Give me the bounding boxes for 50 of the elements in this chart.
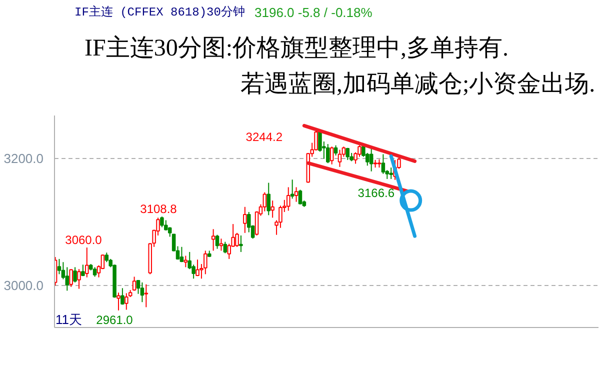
annotation: 11天 <box>56 312 82 327</box>
annotation: 3108.8 <box>140 202 178 216</box>
candlestick <box>211 228 216 252</box>
y-tick-label: 3200.0 <box>4 151 44 166</box>
candlestick <box>223 241 228 254</box>
candlestick <box>180 246 184 263</box>
candlestick <box>346 147 350 160</box>
candlestick <box>389 167 393 180</box>
candlestick <box>369 146 374 172</box>
candlestick <box>215 234 220 250</box>
candlestick <box>204 250 208 275</box>
candlestick <box>330 146 334 165</box>
candlestick <box>239 234 243 252</box>
candlestick <box>266 182 271 216</box>
text: IF主连30分图:价格旗型整理中,多单持有. <box>84 34 509 62</box>
candlestick <box>124 292 128 310</box>
candlestick <box>140 282 144 303</box>
candlestick <box>243 206 247 234</box>
candlestick <box>85 247 89 278</box>
annotation: 3166.6 <box>358 186 395 200</box>
candlestick <box>160 216 164 228</box>
candlestick <box>92 266 97 278</box>
annotation: 2961.0 <box>96 313 134 327</box>
candlestick <box>290 179 294 200</box>
candlestick <box>120 288 124 306</box>
text: 若遇蓝圈,加码单减仓;小资金出场. <box>240 72 596 98</box>
candlestick <box>334 144 338 156</box>
y-tick-label: 3000.0 <box>4 278 44 294</box>
candlestick <box>77 268 81 290</box>
candlestick <box>100 254 105 270</box>
annotation: 3060.0 <box>65 233 102 247</box>
annotation: 3244.2 <box>246 130 283 144</box>
candlestick <box>338 149 342 168</box>
candlestick <box>326 144 330 164</box>
candlestick <box>69 268 73 288</box>
candlestick <box>73 266 77 283</box>
candlestick <box>116 292 120 311</box>
chart-subtitle: 3196.0 -5.8 / -0.18% <box>254 5 373 20</box>
candlestick <box>104 252 109 263</box>
candlestick <box>286 186 290 212</box>
candlestick <box>270 200 274 218</box>
candlestick <box>144 284 148 308</box>
candlestick <box>196 259 200 277</box>
candlestick <box>298 189 302 205</box>
candlestick <box>65 266 70 292</box>
chart-title: IF主连 (CFFEX 8618)30分钟 <box>74 4 245 20</box>
candlestick <box>184 255 188 268</box>
candlestick <box>262 192 267 212</box>
candlestick <box>294 186 298 202</box>
candlestick <box>219 238 224 252</box>
